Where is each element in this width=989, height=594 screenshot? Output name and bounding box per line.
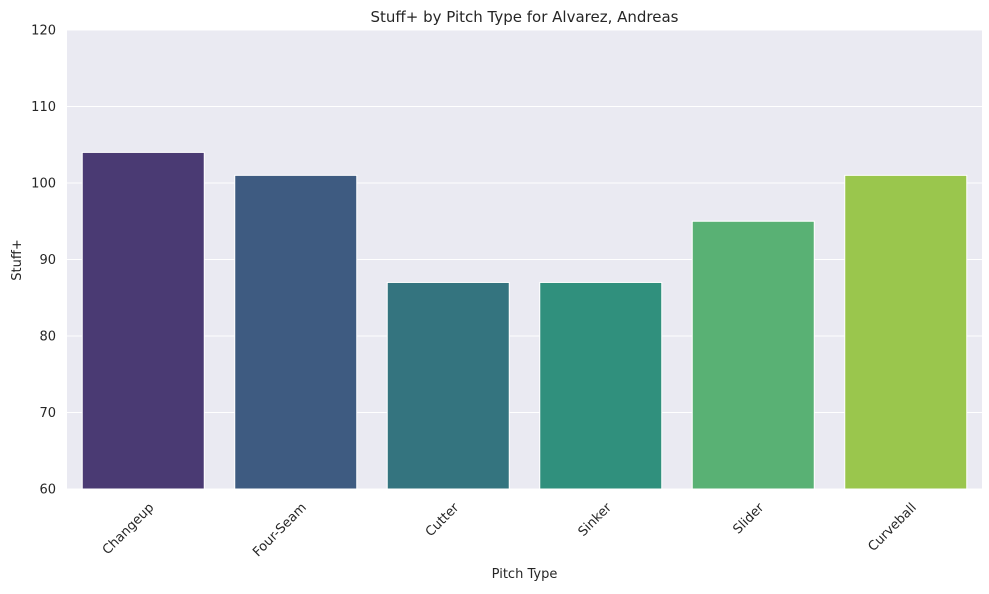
- y-tick-label: 80: [39, 330, 56, 345]
- x-tick-label: Sinker: [576, 500, 616, 540]
- bar-changeup: [81, 151, 205, 490]
- y-tick-label: 110: [31, 100, 56, 115]
- bar-slider: [691, 220, 815, 490]
- x-tick-labels: Changeup Four-Seam Cutter Sinker Slider Curve…: [100, 500, 920, 560]
- y-axis-label: Stuff+: [10, 239, 25, 280]
- bars: [81, 151, 968, 490]
- y-tick-label: 70: [39, 406, 56, 421]
- y-tick-labels: 60 70 80 90 100 110 120: [31, 24, 56, 498]
- x-tick-label: Curveball: [865, 500, 919, 554]
- bar-four-seam: [234, 174, 358, 490]
- chart-title: Stuff+ by Pitch Type for Alvarez, Andrea…: [371, 8, 679, 26]
- x-tick-label: Four-Seam: [250, 500, 310, 560]
- grid-lines: [67, 29, 982, 490]
- bar-sinker: [539, 281, 663, 490]
- bar-cutter: [386, 281, 510, 490]
- x-tick-label: Cutter: [423, 500, 463, 540]
- x-axis-label: Pitch Type: [492, 567, 558, 582]
- y-tick-label: 120: [31, 24, 56, 39]
- bar-curveball: [844, 174, 968, 490]
- x-tick-label: Slider: [730, 500, 767, 537]
- y-tick-label: 90: [39, 253, 56, 268]
- y-tick-label: 60: [39, 483, 56, 498]
- y-tick-label: 100: [31, 177, 56, 192]
- x-tick-label: Changeup: [100, 500, 157, 557]
